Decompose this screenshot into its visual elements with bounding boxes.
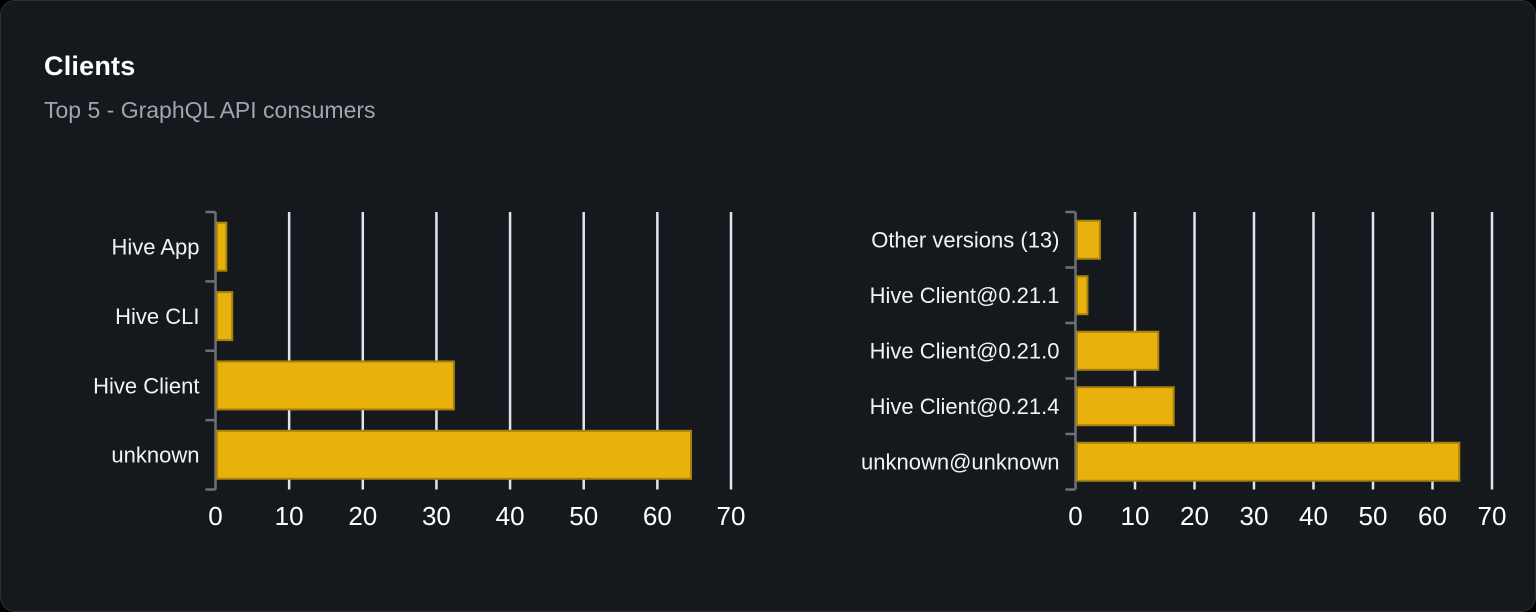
x-tick-label: 0: [1068, 501, 1082, 531]
x-tick-label: 30: [1240, 501, 1269, 531]
x-tick-label: 10: [1121, 501, 1150, 531]
x-tick-label: 70: [717, 501, 746, 531]
category-label: unknown@unknown: [861, 450, 1059, 475]
bar-other-versions-13-[interactable]: [1075, 219, 1101, 260]
category-label: Hive Client@0.21.1: [870, 283, 1060, 308]
category-label: Hive Client: [93, 373, 199, 398]
x-tick-label: 70: [1478, 501, 1507, 531]
category-label: Other versions (13): [871, 228, 1059, 253]
panel-title: Clients: [44, 51, 136, 81]
x-tick-label: 60: [643, 501, 672, 531]
bar-hive-client-0-21-4[interactable]: [1075, 386, 1175, 427]
clients-by-version-chart[interactable]: Other versions (13) Hive Client@0.21.1 Hiv…: [861, 210, 1507, 531]
x-tick-label: 40: [496, 501, 525, 531]
category-label: Hive Client@0.21.4: [870, 394, 1060, 419]
bar-hive-client-0-21-1[interactable]: [1075, 275, 1089, 316]
x-tick-label: 20: [1180, 501, 1209, 531]
x-tick-label: 20: [348, 501, 377, 531]
x-tick-label: 10: [275, 501, 304, 531]
bar-unknown-unknown[interactable]: [1075, 441, 1461, 482]
bar-hive-app[interactable]: [215, 221, 228, 272]
category-label: unknown: [111, 443, 199, 468]
bar-hive-client-0-21-0[interactable]: [1075, 330, 1160, 371]
clients-by-name-chart[interactable]: Hive App Hive CLI Hive Client unknown 0 10 20 3…: [93, 210, 746, 531]
category-label: Hive Client@0.21.0: [870, 339, 1060, 364]
bar-unknown[interactable]: [215, 429, 693, 480]
panel-subtitle: Top 5 - GraphQL API consumers: [44, 97, 376, 123]
category-label: Hive CLI: [115, 304, 199, 329]
x-tick-label: 50: [1359, 501, 1388, 531]
x-tick-label: 40: [1299, 501, 1328, 531]
bar-hive-client[interactable]: [215, 360, 455, 411]
x-tick-label: 50: [569, 501, 598, 531]
x-tick-label: 30: [422, 501, 451, 531]
x-tick-label: 0: [208, 501, 222, 531]
category-label: Hive App: [111, 235, 199, 260]
bar-hive-cli[interactable]: [215, 291, 234, 342]
x-tick-label: 60: [1418, 501, 1447, 531]
